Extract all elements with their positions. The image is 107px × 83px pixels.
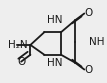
Text: H₂N: H₂N [8,40,28,50]
Text: HN: HN [47,15,62,25]
Text: O: O [85,64,93,75]
Text: HN: HN [47,58,62,68]
Text: O: O [17,57,25,67]
Text: O: O [85,8,93,19]
Text: NH: NH [89,37,104,47]
